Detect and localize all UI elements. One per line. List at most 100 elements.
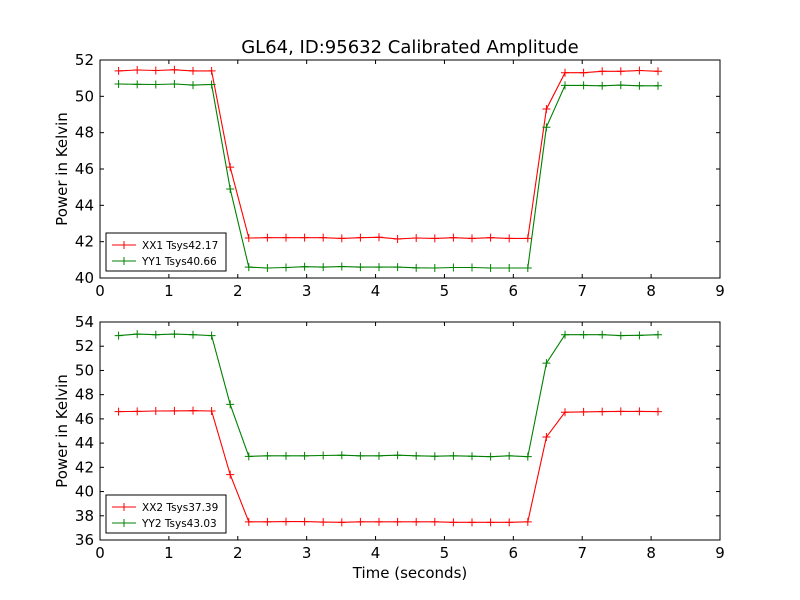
- data-point: [337, 234, 346, 243]
- chart-title: GL64, ID:95632 Calibrated Amplitude: [241, 37, 579, 58]
- data-point: [244, 452, 253, 461]
- data-point: [133, 65, 142, 74]
- data-point: [449, 451, 458, 460]
- data-point: [300, 451, 309, 460]
- data-point: [598, 67, 607, 76]
- data-point: [133, 407, 142, 416]
- data-point: [523, 264, 532, 273]
- data-point: [207, 80, 216, 89]
- data-point: [375, 517, 383, 526]
- data-point: [523, 452, 532, 461]
- data-point: [356, 263, 365, 272]
- data-point: [244, 517, 253, 526]
- data-point: [635, 81, 644, 90]
- data-point: [412, 517, 421, 526]
- data-point: [207, 407, 216, 416]
- data-point: [356, 517, 365, 526]
- y-tick-label: 46: [75, 410, 94, 428]
- data-point: [319, 451, 328, 460]
- y-tick-label: 38: [75, 507, 94, 525]
- data-point: [616, 81, 625, 90]
- data-point: [654, 67, 662, 76]
- data-point: [579, 407, 588, 416]
- data-point: [263, 233, 272, 242]
- data-point: [207, 331, 216, 340]
- data-point: [226, 184, 235, 193]
- data-point: [412, 451, 421, 460]
- data-point: [654, 330, 662, 339]
- data-point: [133, 80, 142, 89]
- data-point: [319, 233, 328, 242]
- x-tick-label: 3: [302, 282, 312, 300]
- data-point: [189, 81, 197, 90]
- data-point: [375, 263, 383, 272]
- y-tick-label: 50: [75, 361, 94, 379]
- data-point: [561, 408, 569, 417]
- data-point: [654, 407, 662, 416]
- data-point: [579, 330, 588, 339]
- data-point: [635, 66, 644, 75]
- y-tick-label: 40: [75, 483, 94, 501]
- legend-entry-label: XX1 Tsys42.17: [142, 240, 218, 252]
- data-point: [170, 406, 179, 415]
- data-point: [430, 264, 439, 273]
- x-tick-label: 3: [302, 544, 312, 562]
- data-point: [244, 263, 253, 272]
- x-axis-label: Time (seconds): [352, 564, 468, 582]
- y-tick-label: 44: [75, 434, 94, 452]
- data-point: [189, 330, 197, 339]
- data-point: [468, 452, 476, 461]
- x-tick-label: 0: [95, 544, 105, 562]
- data-point: [486, 518, 495, 527]
- y-tick-label: 54: [75, 313, 94, 331]
- data-point: [226, 163, 235, 172]
- data-point: [430, 234, 439, 243]
- y-tick-label: 46: [75, 160, 94, 178]
- legend-entry-label: YY2 Tsys43.03: [141, 518, 217, 530]
- data-point: [282, 263, 290, 272]
- x-tick-label: 6: [509, 282, 519, 300]
- data-point: [468, 234, 476, 243]
- x-tick-label: 5: [440, 282, 450, 300]
- y-tick-label: 52: [75, 51, 94, 69]
- data-point: [114, 407, 123, 416]
- data-point: [561, 81, 569, 90]
- data-point: [207, 66, 216, 75]
- y-tick-label: 52: [75, 337, 94, 355]
- data-point: [542, 433, 551, 442]
- y-tick-label: 40: [75, 269, 94, 287]
- legend-box: [105, 232, 227, 272]
- data-point: [523, 234, 532, 243]
- x-tick-label: 1: [164, 544, 174, 562]
- x-tick-label: 9: [715, 282, 725, 300]
- x-tick-label: 1: [164, 282, 174, 300]
- y-axis-label: Power in Kelvin: [53, 112, 71, 226]
- x-tick-label: 9: [715, 544, 725, 562]
- data-point: [300, 262, 309, 271]
- top-panel: 0 1 2 3 4 5 6 7 8 9 40 42 44 46 48 50 52 Power in Kelvin X…: [53, 51, 725, 300]
- x-tick-label: 4: [371, 282, 381, 300]
- data-point: [114, 66, 123, 75]
- data-point: [393, 234, 402, 243]
- data-point: [654, 81, 662, 90]
- data-point: [635, 407, 644, 416]
- data-point: [393, 263, 402, 272]
- data-point: [226, 470, 235, 479]
- data-point: [616, 331, 625, 340]
- y-tick-label: 42: [75, 458, 94, 476]
- data-point: [449, 518, 458, 527]
- data-point: [598, 330, 607, 339]
- legend-box: [105, 494, 227, 534]
- x-tick-label: 5: [440, 544, 450, 562]
- legend-entry-label: XX2 Tsys37.39: [142, 502, 218, 514]
- data-point: [282, 517, 290, 526]
- y-tick-label: 44: [75, 196, 94, 214]
- data-point: [337, 518, 346, 527]
- bottom-panel: 0 1 2 3 4 5 6 7 8 9 36 38 40 42 44 46 48 50 52 54 Power in K…: [53, 313, 725, 582]
- legend-swatch-marker: [120, 519, 128, 527]
- data-point: [542, 123, 551, 132]
- y-tick-label: 36: [75, 531, 94, 549]
- data-point: [337, 262, 346, 271]
- data-point: [263, 264, 272, 273]
- data-point: [505, 264, 514, 273]
